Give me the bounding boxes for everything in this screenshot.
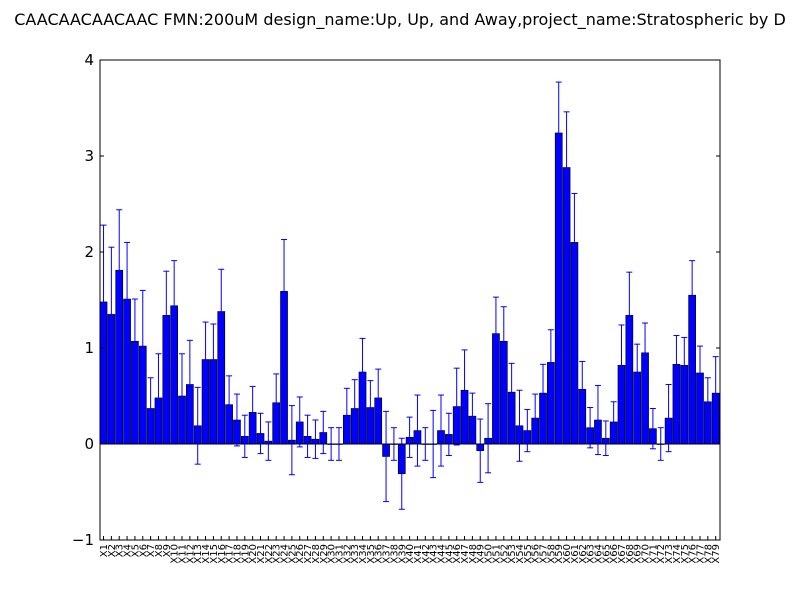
- x-tick-label: X67: [617, 544, 628, 564]
- y-tick-label: 2: [84, 243, 94, 261]
- x-tick-label: X38: [389, 544, 400, 564]
- x-tick-label: X36: [374, 544, 385, 564]
- x-tick-label: X55: [523, 544, 534, 564]
- x-tick-label: X60: [562, 544, 573, 564]
- x-tick-label: X31: [334, 544, 345, 564]
- x-tick-label: X72: [656, 544, 667, 564]
- chart-title: CAACAACAACAAC FMN:200uM design_name:Up, …: [14, 10, 786, 30]
- x-tick-label: X71: [648, 544, 659, 564]
- x-tick-label: X5: [130, 544, 141, 557]
- x-tick-label: X7: [146, 544, 157, 557]
- plot-area: −1 0 1 2 3 4 X1X2X3X4X5X6X7X8X9X10X11X12X13X14…: [72, 51, 722, 564]
- x-tick-label: X25: [287, 544, 298, 564]
- x-tick-label: X8: [154, 544, 165, 557]
- x-tick-label: X12: [185, 544, 196, 564]
- x-tick-label: X42: [421, 544, 432, 564]
- x-tick-label: X11: [178, 544, 189, 564]
- x-tick-label: X10: [170, 544, 181, 564]
- x-tick-label: X19: [240, 544, 251, 564]
- y-tick-label: 1: [84, 339, 94, 357]
- x-tick-label: X79: [711, 544, 722, 564]
- x-tick-label: X74: [672, 544, 683, 564]
- x-tick-label: X27: [303, 544, 314, 564]
- x-tick-label: X15: [209, 544, 220, 564]
- x-tick-label: X26: [295, 544, 306, 564]
- x-tick-label: X48: [468, 544, 479, 564]
- x-tick-label: X70: [641, 544, 652, 564]
- x-tick-label: X75: [680, 544, 691, 564]
- x-tick-label: X23: [272, 544, 283, 564]
- x-tick-label: X73: [664, 544, 675, 564]
- x-tick-label: X2: [107, 544, 118, 557]
- x-tick-label: X16: [217, 544, 228, 564]
- y-tick-label: 0: [84, 435, 94, 453]
- x-tick-label: X9: [162, 544, 173, 557]
- y-tick-label: 3: [84, 147, 94, 165]
- x-tick-label: X53: [507, 544, 518, 564]
- x-tick-label: X64: [593, 544, 604, 564]
- x-tick-label: X35: [366, 544, 377, 564]
- x-tick-label: X63: [586, 544, 597, 564]
- x-tick-label: X13: [193, 544, 204, 564]
- x-tick-label: X56: [531, 544, 542, 564]
- x-tick-label: X51: [491, 544, 502, 564]
- x-tick-label: X6: [138, 544, 149, 557]
- x-tick-label: X54: [515, 544, 526, 564]
- x-tick-label: X68: [625, 544, 636, 564]
- x-tick-label: X77: [695, 544, 706, 564]
- x-tick-label: X78: [703, 544, 714, 564]
- x-tick-label: X17: [225, 544, 236, 564]
- x-tick-label: X61: [570, 544, 581, 564]
- x-tick-label: X21: [256, 544, 267, 564]
- x-tick-label: X76: [688, 544, 699, 564]
- x-tick-label: X30: [327, 544, 338, 564]
- x-tick-label: X33: [350, 544, 361, 564]
- x-tick-label: X34: [358, 544, 369, 564]
- x-tick-label: X22: [264, 544, 275, 564]
- x-tick-label: X14: [201, 544, 212, 564]
- x-tick-label: X58: [546, 544, 557, 564]
- x-tick-label: X24: [280, 544, 291, 564]
- x-tick-label: X59: [554, 544, 565, 564]
- x-tick-label: X46: [452, 544, 463, 564]
- x-tick-label: X52: [499, 544, 510, 564]
- x-tick-label: X32: [342, 544, 353, 564]
- x-tick-label: X66: [609, 544, 620, 564]
- x-tick-label: X20: [248, 544, 259, 564]
- x-tick-label: X44: [437, 544, 448, 564]
- x-tick-label: X62: [578, 544, 589, 564]
- x-tick-label: X65: [601, 544, 612, 564]
- x-tick-label: X18: [232, 544, 243, 564]
- x-tick-label: X39: [397, 544, 408, 564]
- x-tick-label: X40: [405, 544, 416, 564]
- x-tick-label: X57: [539, 544, 550, 564]
- x-tick-label: X43: [429, 544, 440, 564]
- x-tick-label: X29: [319, 544, 330, 564]
- x-tick-label: X1: [99, 544, 110, 557]
- x-tick-label: X50: [484, 544, 495, 564]
- x-tick-label: X28: [311, 544, 322, 564]
- x-tick-label: X49: [476, 544, 487, 564]
- x-tick-label: X69: [633, 544, 644, 564]
- x-tick-label: X47: [460, 544, 471, 564]
- y-tick-label: 4: [84, 51, 94, 69]
- x-tick-label: X41: [413, 544, 424, 564]
- x-tick-label: X37: [382, 544, 393, 564]
- x-tick-label: X45: [444, 544, 455, 564]
- x-tick-label: X4: [123, 544, 134, 557]
- x-tick-label: X3: [115, 544, 126, 557]
- y-tick-label: −1: [72, 531, 94, 549]
